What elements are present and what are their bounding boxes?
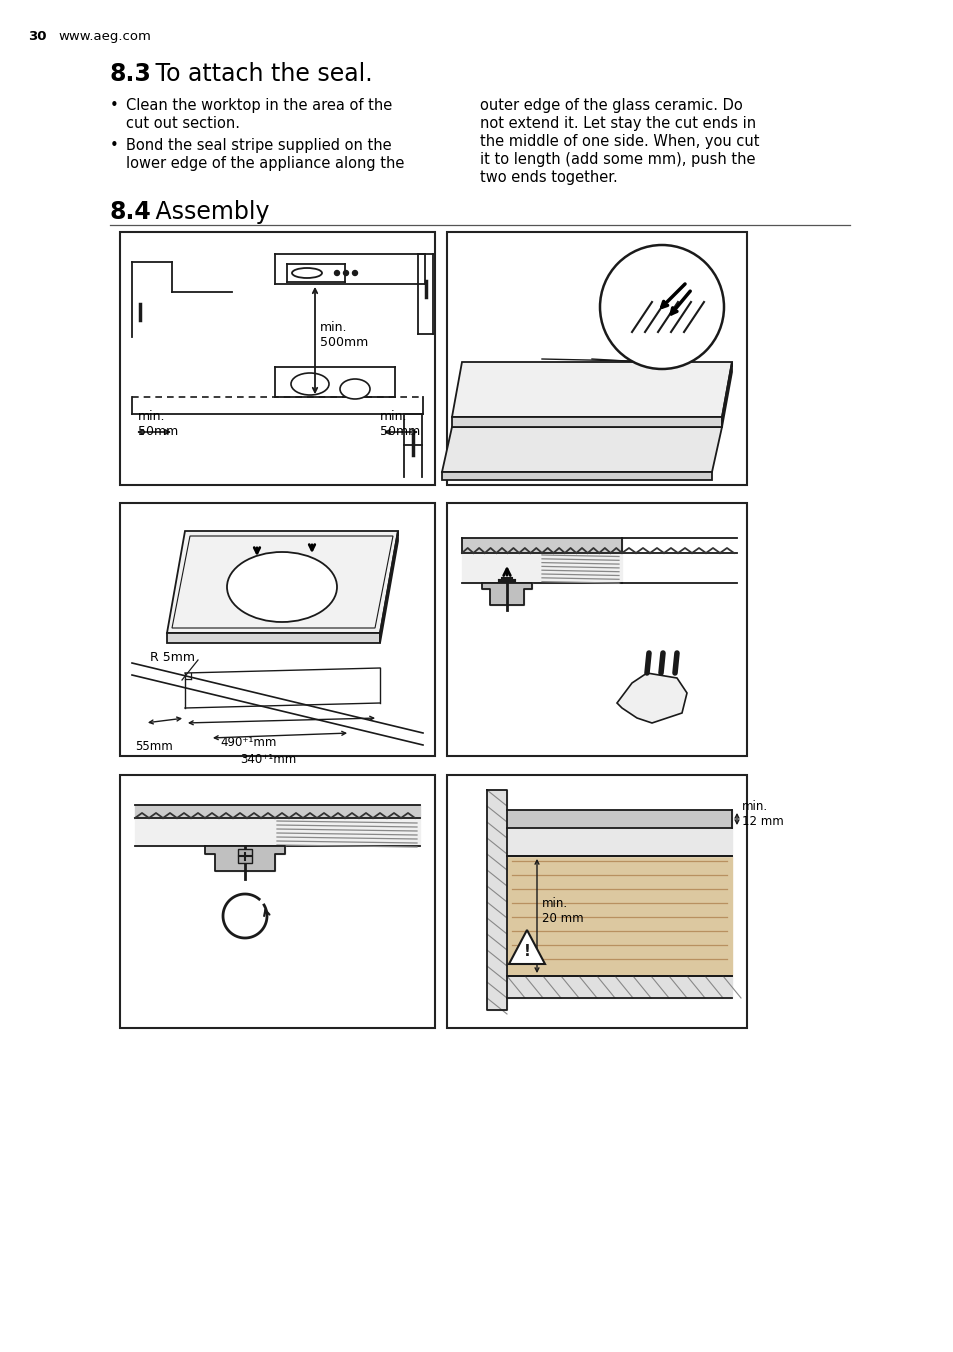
Text: min.
50mm: min. 50mm bbox=[138, 410, 178, 438]
Text: 8.3: 8.3 bbox=[110, 62, 152, 87]
Text: cut out section.: cut out section. bbox=[126, 116, 240, 131]
Text: 340⁺¹mm: 340⁺¹mm bbox=[240, 753, 296, 767]
Polygon shape bbox=[506, 827, 731, 856]
Bar bbox=[447, 233, 746, 485]
Polygon shape bbox=[441, 427, 721, 472]
Text: lower edge of the appliance along the: lower edge of the appliance along the bbox=[126, 155, 404, 170]
Circle shape bbox=[343, 270, 348, 276]
Text: Assembly: Assembly bbox=[148, 200, 269, 224]
Text: R 5mm: R 5mm bbox=[150, 652, 194, 664]
Circle shape bbox=[352, 270, 357, 276]
Text: Clean the worktop in the area of the: Clean the worktop in the area of the bbox=[126, 97, 392, 114]
Bar bbox=[237, 849, 252, 863]
Text: 490⁺¹mm: 490⁺¹mm bbox=[220, 735, 276, 749]
Circle shape bbox=[599, 245, 723, 369]
Text: 8.4: 8.4 bbox=[110, 200, 152, 224]
Text: it to length (add some mm), push the: it to length (add some mm), push the bbox=[479, 151, 755, 168]
Ellipse shape bbox=[339, 379, 370, 399]
Polygon shape bbox=[461, 538, 621, 553]
Text: !: ! bbox=[523, 945, 530, 960]
Text: the middle of one side. When, you cut: the middle of one side. When, you cut bbox=[479, 134, 759, 149]
Text: min.
20 mm: min. 20 mm bbox=[541, 896, 583, 925]
Polygon shape bbox=[506, 856, 731, 976]
Text: To attach the seal.: To attach the seal. bbox=[148, 62, 373, 87]
Text: two ends together.: two ends together. bbox=[479, 170, 618, 185]
Polygon shape bbox=[135, 804, 419, 818]
Polygon shape bbox=[167, 633, 379, 644]
Text: Bond the seal stripe supplied on the: Bond the seal stripe supplied on the bbox=[126, 138, 392, 153]
Bar bbox=[447, 503, 746, 756]
Polygon shape bbox=[486, 790, 506, 1010]
Text: not extend it. Let stay the cut ends in: not extend it. Let stay the cut ends in bbox=[479, 116, 756, 131]
Bar bbox=[447, 775, 746, 1028]
Text: •: • bbox=[110, 138, 118, 153]
Polygon shape bbox=[617, 673, 686, 723]
Bar bbox=[120, 503, 435, 756]
Polygon shape bbox=[172, 535, 393, 627]
Polygon shape bbox=[167, 531, 397, 633]
Text: 30: 30 bbox=[28, 30, 47, 43]
Text: www.aeg.com: www.aeg.com bbox=[58, 30, 151, 43]
Polygon shape bbox=[461, 553, 621, 583]
Polygon shape bbox=[506, 976, 731, 998]
Text: min.
50mm: min. 50mm bbox=[379, 410, 420, 438]
Circle shape bbox=[335, 270, 339, 276]
Text: min.
500mm: min. 500mm bbox=[319, 320, 368, 349]
Polygon shape bbox=[452, 362, 731, 416]
Polygon shape bbox=[379, 531, 397, 644]
Text: min.
12 mm: min. 12 mm bbox=[741, 800, 783, 827]
Ellipse shape bbox=[292, 268, 322, 279]
Polygon shape bbox=[506, 810, 731, 827]
Bar bbox=[120, 233, 435, 485]
Bar bbox=[120, 775, 435, 1028]
Polygon shape bbox=[452, 416, 721, 427]
Ellipse shape bbox=[291, 373, 329, 395]
Polygon shape bbox=[441, 472, 711, 480]
Text: •: • bbox=[110, 97, 118, 114]
Polygon shape bbox=[721, 362, 731, 427]
Ellipse shape bbox=[227, 552, 336, 622]
Polygon shape bbox=[205, 846, 285, 871]
Polygon shape bbox=[481, 583, 532, 604]
Polygon shape bbox=[509, 930, 544, 964]
Text: 55mm: 55mm bbox=[135, 740, 172, 753]
Polygon shape bbox=[135, 818, 419, 846]
Text: outer edge of the glass ceramic. Do: outer edge of the glass ceramic. Do bbox=[479, 97, 742, 114]
